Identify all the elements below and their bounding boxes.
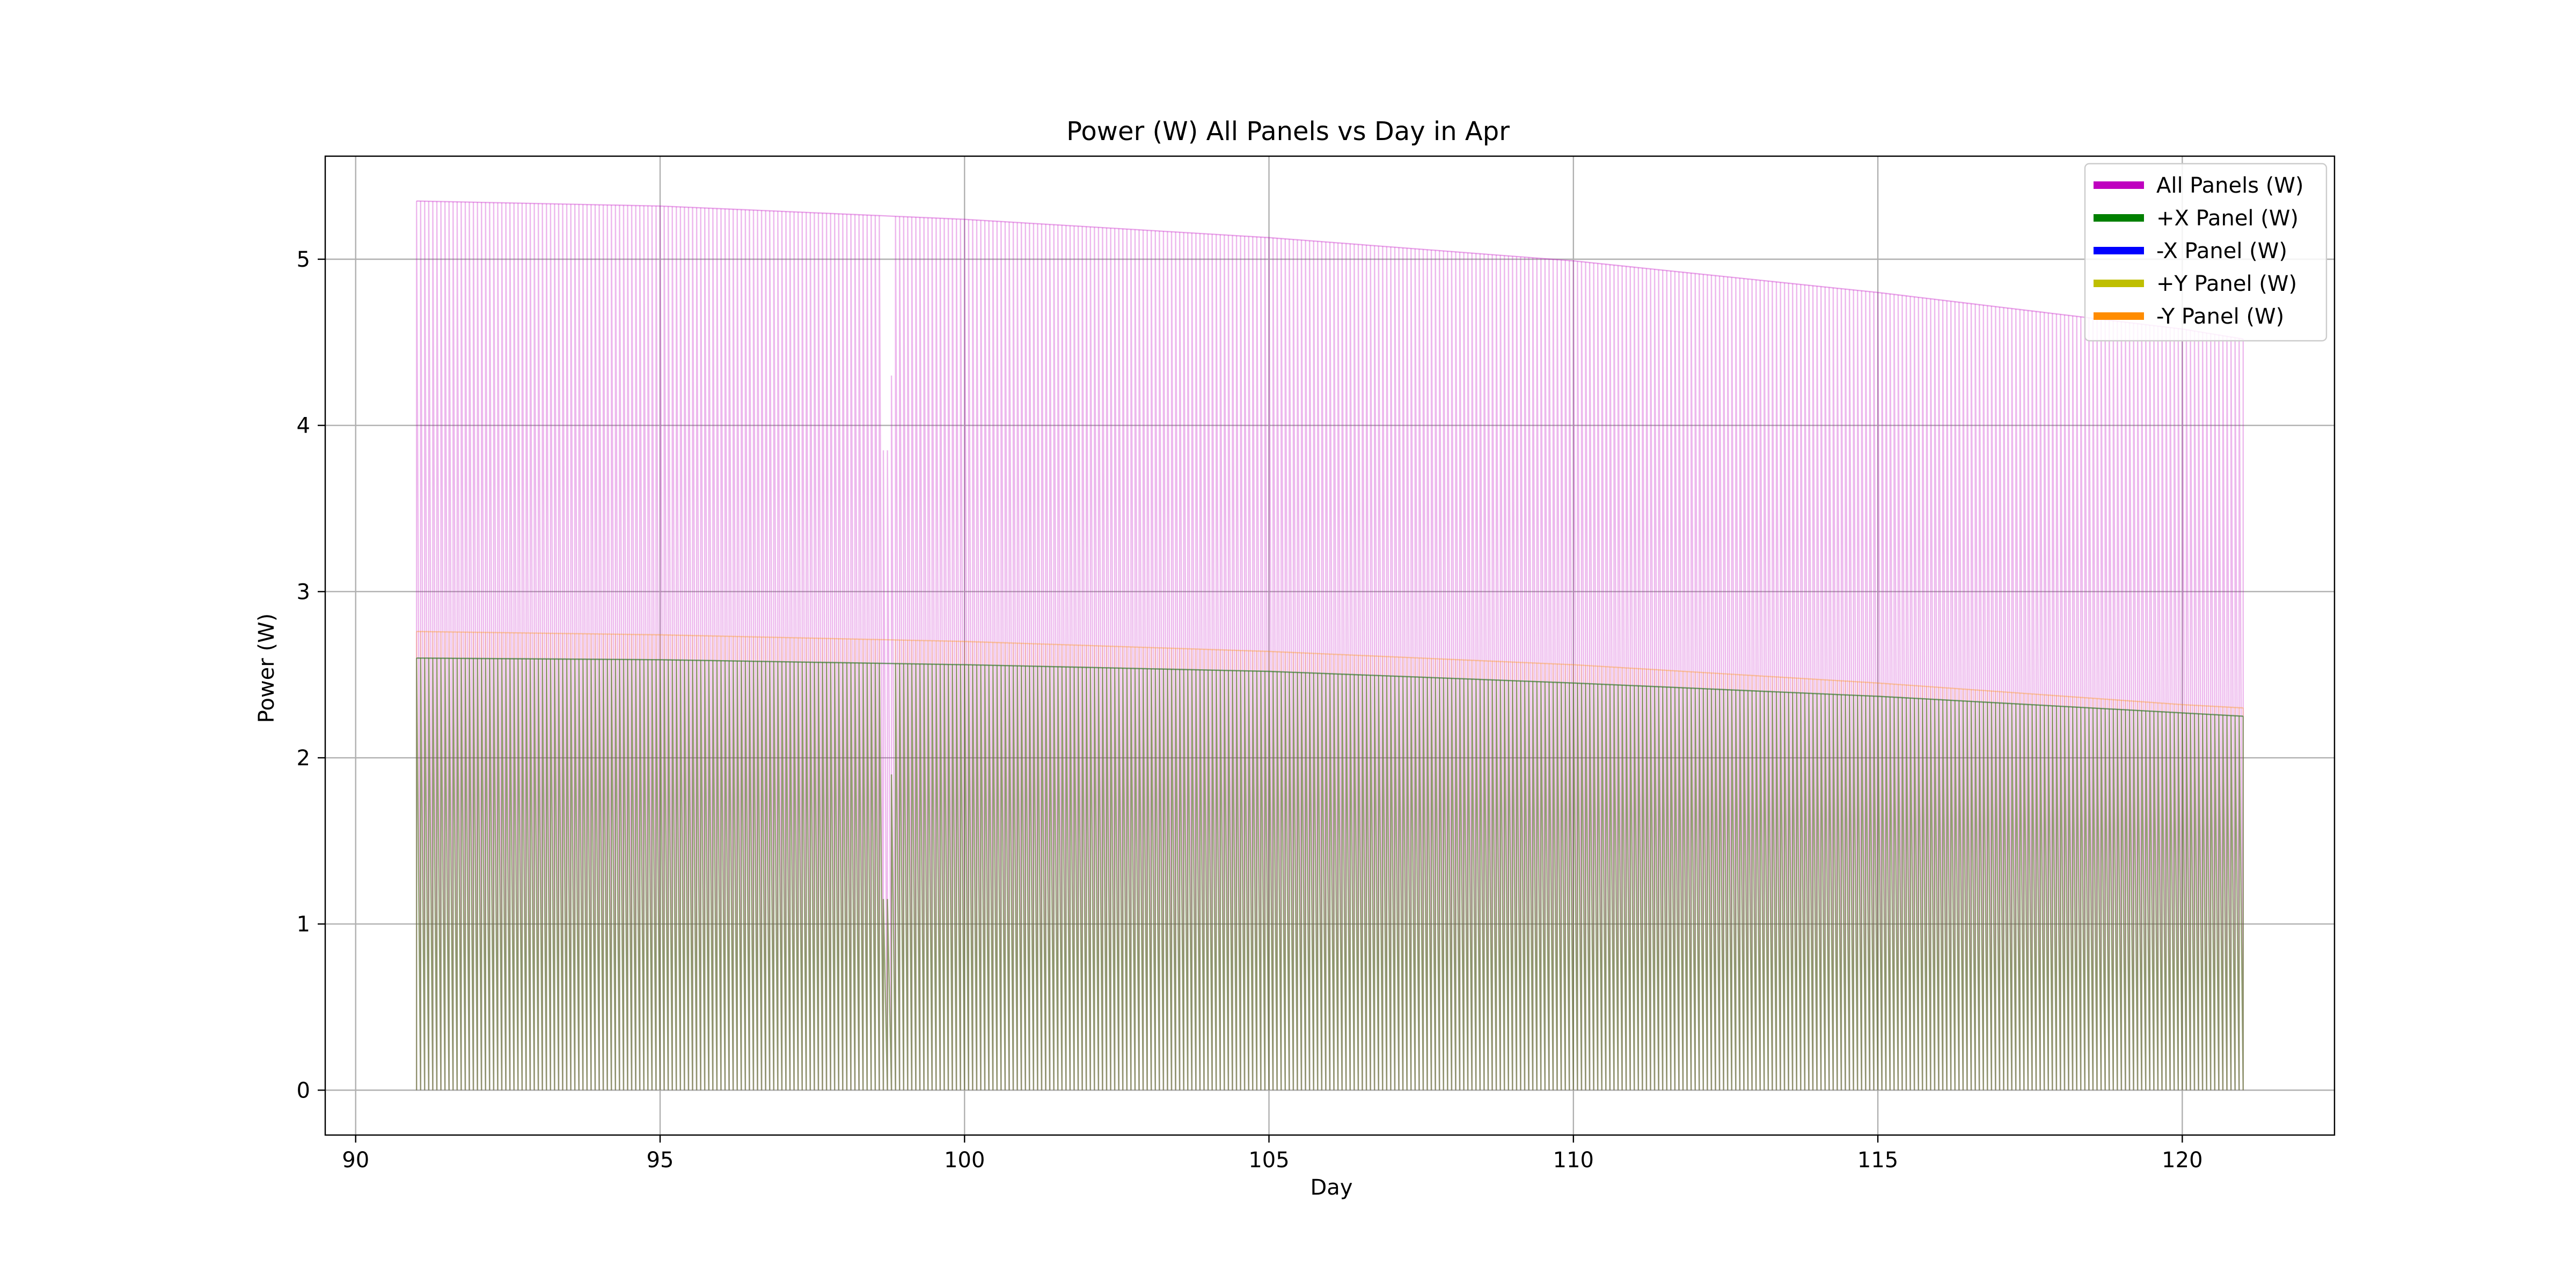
legend-label: -Y Panel (W) <box>2156 304 2284 329</box>
legend-label: -X Panel (W) <box>2156 239 2287 264</box>
legend: All Panels (W) +X Panel (W) -X Panel (W) +Y… <box>2084 163 2328 342</box>
y-tick-label: 4 <box>297 414 310 438</box>
plot-area: 90 95 100 105 110 115 120 0 1 2 3 4 5 All Panels (W) +… <box>297 155 2336 1173</box>
series-envelope-1 <box>416 657 2243 717</box>
x-tick-label: 95 <box>647 1148 674 1173</box>
series-line-3 <box>415 658 2244 1091</box>
y-tick-label: 1 <box>297 912 310 937</box>
x-tick-label: 100 <box>944 1148 985 1173</box>
y-tick-label: 3 <box>297 580 310 604</box>
series-line-1 <box>415 658 2244 1091</box>
series-envelope-3 <box>416 657 2243 717</box>
axes-frame <box>324 155 2336 1136</box>
legend-label: All Panels (W) <box>2156 173 2304 198</box>
series-envelope-2 <box>416 657 2243 717</box>
x-tick-label: 90 <box>342 1148 369 1173</box>
legend-label: +X Panel (W) <box>2156 206 2299 231</box>
legend-box <box>2084 163 2328 342</box>
x-tick-label: 105 <box>1248 1148 1289 1173</box>
x-axis-ticks: 90 95 100 105 110 115 120 <box>342 1135 2203 1173</box>
x-tick-label: 115 <box>1857 1148 1898 1173</box>
y-axis-label: Power (W) <box>254 613 279 723</box>
series-line-2 <box>415 658 2244 1091</box>
series-line-0 <box>415 201 2244 1091</box>
y-tick-label: 0 <box>297 1078 310 1103</box>
grid-lines <box>325 156 2334 1135</box>
y-tick-label: 5 <box>297 247 310 272</box>
legend-label: +Y Panel (W) <box>2156 272 2297 296</box>
x-tick-label: 110 <box>1553 1148 1594 1173</box>
x-axis-label: Day <box>1311 1175 1353 1200</box>
y-axis-ticks: 0 1 2 3 4 5 <box>297 247 325 1103</box>
y-tick-label: 2 <box>297 746 310 771</box>
x-tick-label: 120 <box>2162 1148 2202 1173</box>
series-envelope-4 <box>416 631 2243 709</box>
series-line-4 <box>415 631 2244 1091</box>
chart-title: Power (W) All Panels vs Day in Apr <box>1066 116 1510 147</box>
